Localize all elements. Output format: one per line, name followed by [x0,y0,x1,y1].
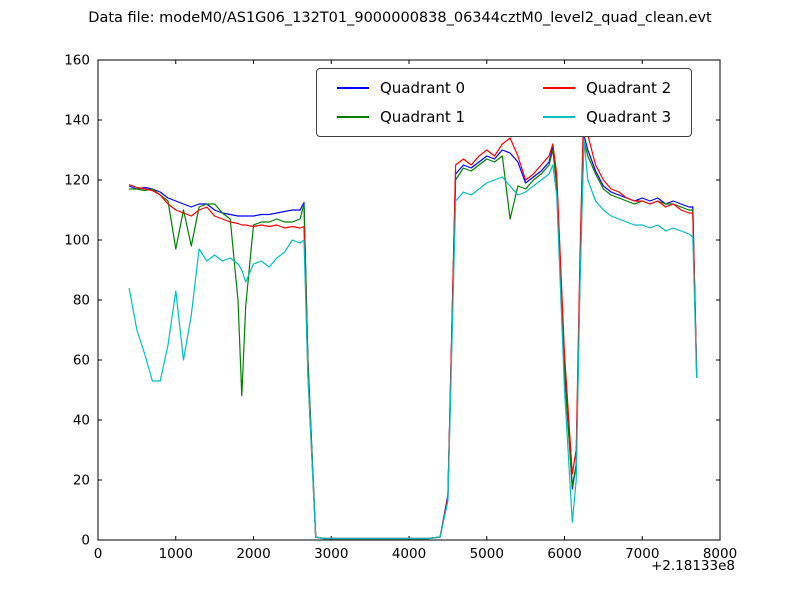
legend-label-quadrant-2: Quadrant 2 [586,79,672,97]
legend-line-quadrant-3-icon [543,116,576,118]
x-tick-label: 0 [94,546,103,562]
legend-label-quadrant-0: Quadrant 0 [380,79,466,97]
x-tick-label: 3000 [314,546,348,562]
legend-line-quadrant-0-icon [337,87,369,89]
legend-label-quadrant-1: Quadrant 1 [380,108,466,126]
legend-line-quadrant-2-icon [543,87,576,89]
x-tick-label: 8000 [703,546,737,562]
x-tick-label: 2000 [236,546,270,562]
series-line-quadrant-1 [129,140,698,540]
y-tick-label: 140 [64,113,90,129]
y-tick-label: 120 [64,173,90,189]
x-tick-label: 6000 [547,546,581,562]
y-tick-label: 0 [81,533,90,549]
chart-title: Data file: modeM0/AS1G06_132T01_90000008… [88,10,712,26]
series-line-quadrant-2 [128,98,698,540]
legend-item-quadrant-1: Quadrant 1 [337,108,465,126]
y-tick-label: 40 [73,413,90,429]
y-tick-label: 60 [73,353,90,369]
y-tick-label: 160 [64,53,90,69]
y-tick-label: 80 [73,293,90,309]
legend-line-quadrant-1-icon [337,116,369,118]
x-axis-offset-label: +2.18133e8 [650,558,735,574]
legend-item-quadrant-0: Quadrant 0 [337,79,465,97]
legend-label-quadrant-3: Quadrant 3 [586,108,672,126]
x-tick-label: 1000 [159,546,193,562]
legend-item-quadrant-2: Quadrant 2 [543,79,671,97]
x-tick-label: 5000 [470,546,504,562]
legend-item-quadrant-3: Quadrant 3 [543,108,671,126]
x-tick-label: 4000 [392,546,426,562]
series-line-quadrant-3 [128,137,698,540]
y-tick-label: 20 [73,473,90,489]
y-tick-label: 100 [64,233,90,249]
x-tick-label: 7000 [625,546,659,562]
legend: Quadrant 0 Quadrant 1 Quadrant 2 Quadran… [316,68,693,137]
